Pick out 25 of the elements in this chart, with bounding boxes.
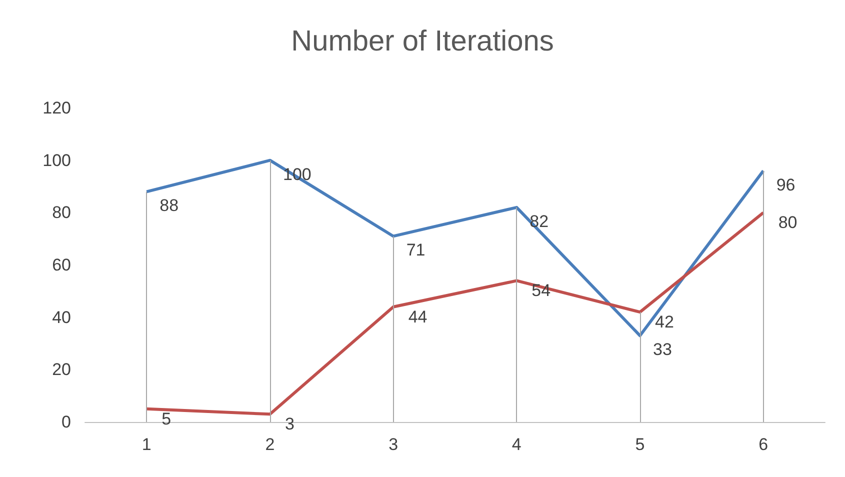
data-label: 71	[406, 240, 426, 260]
data-label: 5	[162, 409, 172, 428]
data-label: 80	[778, 213, 798, 232]
x-tick-label: 2	[265, 435, 275, 454]
x-tick-label: 4	[512, 435, 522, 454]
y-tick-label: 120	[42, 98, 71, 118]
y-tick-label: 20	[52, 360, 71, 380]
data-label: 42	[655, 312, 674, 332]
x-tick-label: 6	[758, 435, 768, 454]
y-tick-label: 60	[52, 256, 71, 274]
data-label: 96	[776, 175, 796, 194]
data-label: 82	[530, 212, 549, 231]
data-label: 44	[408, 307, 428, 326]
chart-title: Number of Iterations	[291, 26, 554, 58]
x-tick-label: 1	[142, 435, 152, 454]
x-tick-label: 5	[635, 435, 645, 454]
y-tick-label: 100	[42, 150, 71, 170]
data-label: 88	[160, 196, 179, 216]
line-series	[145, 158, 765, 338]
y-tick-label: 40	[52, 308, 71, 327]
x-tick-label: 3	[388, 435, 398, 454]
y-tick-label: 0	[62, 412, 71, 432]
data-label: 3	[285, 414, 294, 434]
y-tick-label: 80	[52, 203, 71, 222]
data-label: 33	[653, 340, 672, 360]
